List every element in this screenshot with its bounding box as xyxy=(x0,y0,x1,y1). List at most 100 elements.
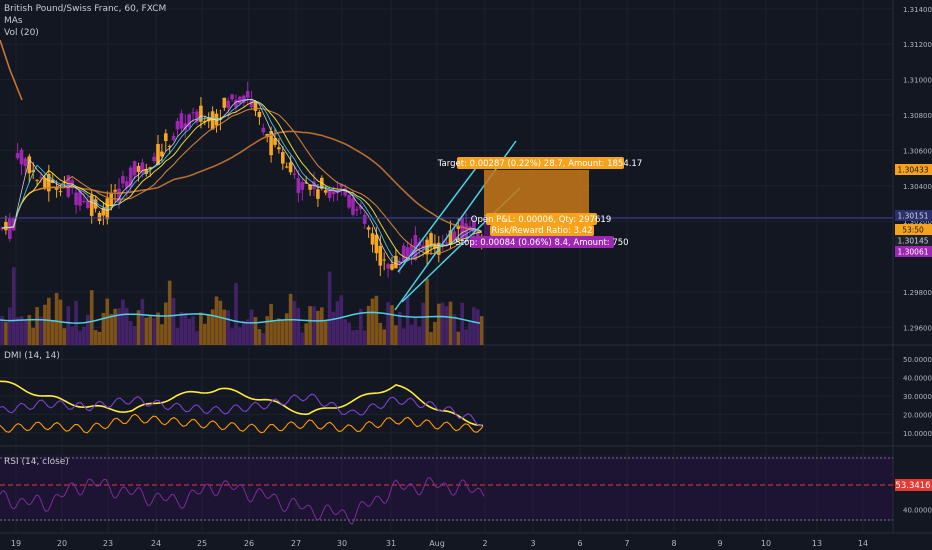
volume-legend-item[interactable]: Vol (20) xyxy=(4,28,39,38)
price-badge-label: 1.30145 xyxy=(897,237,928,246)
candle-body xyxy=(62,182,67,184)
volume-bar xyxy=(0,316,4,345)
rsi-value-label: 53.3416 xyxy=(895,481,930,491)
volume-bar xyxy=(23,319,28,345)
rsi-tick-label: 40.0000 xyxy=(903,507,932,515)
time-tick-label: 31 xyxy=(386,539,396,548)
candle-body xyxy=(70,180,74,186)
volume-bar xyxy=(304,323,308,345)
candle-body xyxy=(78,190,82,206)
dmi-label[interactable]: DMI (14, 14) xyxy=(4,351,60,361)
candle-body xyxy=(175,121,180,130)
candle-body xyxy=(179,113,184,129)
open-pnl-box xyxy=(486,213,597,225)
volume-bar xyxy=(284,313,289,345)
channel-upper-line[interactable] xyxy=(394,140,517,311)
channel-middle-line[interactable] xyxy=(397,167,477,273)
mas-legend-item[interactable]: MAs xyxy=(4,16,23,26)
candle-body xyxy=(113,189,117,192)
candle-body xyxy=(257,112,262,118)
candle-body xyxy=(378,245,383,266)
candle-body xyxy=(366,227,371,230)
candle-body xyxy=(39,177,43,179)
dmi-tick-label: 40.0000 xyxy=(903,375,932,383)
candle-body xyxy=(249,99,254,108)
target-zone xyxy=(484,170,589,216)
volume-bar xyxy=(86,314,90,345)
volume-bar xyxy=(171,298,176,345)
candle-body xyxy=(31,170,35,173)
volume-bar xyxy=(35,307,39,345)
volume-bar xyxy=(113,308,117,345)
price-badge xyxy=(895,210,932,221)
time-tick-label: 6 xyxy=(577,539,582,548)
volume-bar xyxy=(382,329,386,345)
volume-bar xyxy=(15,317,20,345)
candle-body xyxy=(54,187,59,190)
candle-body xyxy=(429,233,433,247)
candle-body xyxy=(148,167,152,169)
candle-body xyxy=(35,179,39,181)
volume-bar xyxy=(323,321,328,345)
candle-body xyxy=(27,156,32,174)
volume-bar xyxy=(409,324,414,345)
volume-bar xyxy=(421,302,425,345)
volume-bar xyxy=(109,314,113,345)
volume-bar xyxy=(175,327,180,345)
volume-bar xyxy=(234,282,238,345)
price-tick-label: 1.31000 xyxy=(903,77,932,85)
candle-body xyxy=(331,190,336,195)
dmi-line xyxy=(0,393,484,427)
symbol-title[interactable]: British Pound/Swiss Franc, 60, FXCM xyxy=(4,4,167,14)
volume-bar xyxy=(374,295,379,345)
candle-body xyxy=(242,95,246,103)
volume-bar xyxy=(191,316,195,345)
candle-body xyxy=(300,182,305,190)
candle-body xyxy=(4,221,8,231)
candle-body xyxy=(121,176,125,184)
candle-body xyxy=(8,218,12,239)
candle-body xyxy=(425,239,429,255)
time-tick-label: Aug xyxy=(429,539,445,548)
volume-bar xyxy=(132,326,137,345)
candle-body xyxy=(288,162,293,173)
price-badge-label: 53:50 xyxy=(902,226,924,235)
time-tick-label: 20 xyxy=(57,539,67,548)
volume-bar xyxy=(136,310,141,345)
volume-bar xyxy=(320,307,324,345)
candle-body xyxy=(316,189,320,199)
long-position-tool[interactable]: Target: 0.00287 (0.22%) 28.7, Amount: 18… xyxy=(437,157,643,248)
rsi-band-background xyxy=(0,455,893,521)
price-tick-label: 1.29600 xyxy=(903,324,932,332)
candle-body xyxy=(269,131,273,156)
time-tick-label: 23 xyxy=(103,539,113,548)
volume-bar xyxy=(277,318,281,345)
volume-bar xyxy=(97,331,102,345)
candle-body xyxy=(296,177,301,193)
time-tick-label: 19 xyxy=(11,539,21,548)
candle-body xyxy=(304,182,308,184)
time-axis[interactable]: 19 20 23 24 25 26 27 30 31 Aug 2 3 6 7 8 9 10 13 14 xyxy=(11,539,868,548)
volume-bar xyxy=(179,311,184,345)
candle-body xyxy=(97,212,102,221)
candle-body xyxy=(394,255,398,269)
volume-bar xyxy=(437,303,441,345)
ma-line xyxy=(1,107,482,255)
candle-body xyxy=(245,91,250,98)
volume-bar xyxy=(183,312,188,345)
chart-legend[interactable]: British Pound/Swiss Franc, 60, FXCM MAs … xyxy=(4,3,166,39)
candle-body xyxy=(58,191,63,193)
time-tick-label: 30 xyxy=(337,539,347,548)
volume-bar xyxy=(78,330,82,345)
time-tick-label: 26 xyxy=(244,539,254,548)
moving-averages xyxy=(0,39,482,266)
open-pnl-label: Open P&L: 0.00006, Qty: 297619 xyxy=(471,215,611,225)
price-axis[interactable]: 1.31400 1.31200 1.31000 1.30800 1.30600 1.304… xyxy=(895,6,932,332)
volume-bar xyxy=(398,311,402,345)
volume-bar xyxy=(210,309,215,345)
candle-body xyxy=(444,242,449,244)
candle-body xyxy=(164,133,168,142)
volume-bar xyxy=(140,299,145,345)
rsi-label[interactable]: RSI (14, close) xyxy=(4,457,69,467)
